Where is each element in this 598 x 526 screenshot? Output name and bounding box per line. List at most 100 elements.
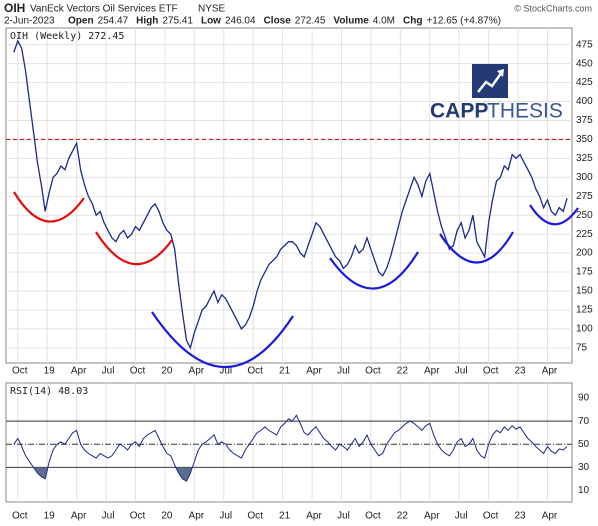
x-tick-label: 21 [279, 511, 291, 522]
blue-arc [529, 204, 579, 226]
field-value: +12.65 (+4.87%) [426, 16, 501, 27]
field-label: Low [201, 16, 221, 27]
x-tick-label: 20 [161, 366, 173, 377]
x-tick-label: Oct [365, 366, 381, 377]
security-name: VanEck Vectors Oil Services ETF [30, 4, 178, 15]
quote-fields: Open 254.47 High 275.41 Low 246.04 Close 272.45… [68, 16, 501, 27]
field-label: Close [264, 16, 292, 27]
y-tick-label: 375 [576, 115, 593, 126]
x-tick-label: Oct [483, 366, 499, 377]
y-tick-label: 30 [578, 462, 590, 473]
y-tick-label: 90 [578, 393, 590, 404]
x-tick-label: Oct [12, 511, 28, 522]
y-tick-label: 75 [576, 342, 588, 353]
x-tick-label: Apr [189, 511, 205, 522]
field-value: 275.41 [162, 16, 193, 27]
rsi-line [13, 414, 568, 482]
x-tick-label: Apr [189, 366, 205, 377]
x-tick-label: 19 [44, 366, 56, 377]
x-tick-label: Apr [306, 366, 322, 377]
x-tick-label: Apr [71, 511, 87, 522]
y-tick-label: 200 [576, 248, 593, 259]
y-tick-label: 50 [578, 439, 590, 450]
x-tick-label: Oct [247, 366, 263, 377]
logo: CAPP THESIS [430, 64, 563, 123]
x-tick-label: Jul [337, 511, 350, 522]
x-tick-label: Jul [102, 511, 115, 522]
y-tick-label: 400 [576, 96, 593, 107]
y-tick-label: 100 [576, 324, 593, 335]
y-tick-label: 350 [576, 134, 593, 145]
field-label: Open [68, 16, 94, 27]
y-tick-label: 225 [576, 229, 593, 240]
red-arc [13, 191, 85, 223]
logo-arrow [477, 71, 504, 93]
x-tick-label: Oct [365, 511, 381, 522]
field-label: Chg [403, 16, 422, 27]
x-tick-label: 22 [397, 366, 409, 377]
x-tick-label: Apr [542, 366, 558, 377]
x-tick-label: Jul [219, 366, 232, 377]
x-tick-label: Oct [247, 511, 263, 522]
y-tick-label: 325 [576, 153, 593, 164]
x-tick-label: 23 [514, 511, 526, 522]
date: 2-Jun-2023 [4, 16, 55, 27]
field-value: 4.0M [373, 16, 395, 27]
x-tick-label: Jul [455, 366, 468, 377]
logo-arrowhead [497, 69, 504, 77]
credit: © StockCharts.com [514, 3, 592, 13]
blue-arc [329, 251, 419, 290]
logo-text-light: THESIS [487, 100, 563, 123]
y-tick-label: 10 [578, 485, 590, 496]
y-tick-label: 150 [576, 286, 593, 297]
x-tick-label: 23 [514, 366, 526, 377]
price-panel [5, 27, 573, 364]
plot-layer: 75 100 125 150 175 200 225 250 275 300 325 350 375 40… [6, 28, 593, 522]
field-value: 246.04 [225, 16, 256, 27]
x-tick-label: 22 [397, 511, 409, 522]
y-tick-label: 250 [576, 210, 593, 221]
price-line [13, 39, 568, 350]
x-tick-label: Jul [455, 511, 468, 522]
y-tick-label: 70 [578, 416, 590, 427]
exchange: NYSE [198, 4, 226, 15]
x-tick-label: Oct [130, 511, 146, 522]
y-tick-label: 275 [576, 191, 593, 202]
blue-arc [439, 231, 514, 264]
x-tick-label: Jul [337, 366, 350, 377]
symbol: OIH [4, 1, 25, 15]
legend: OIH (Weekly) 272.45 [10, 31, 124, 42]
x-tick-label: Oct [130, 366, 146, 377]
blue-arc [151, 311, 294, 368]
field-label: Volume [333, 16, 369, 27]
x-tick-label: Oct [483, 511, 499, 522]
x-tick-label: 21 [279, 366, 291, 377]
red-arc [95, 231, 173, 266]
x-tick-label: Apr [424, 511, 440, 522]
x-tick-label: Apr [71, 366, 87, 377]
x-tick-label: Jul [219, 511, 232, 522]
field-value: 272.45 [295, 16, 326, 27]
x-tick-label: Apr [306, 511, 322, 522]
x-tick-label: Jul [102, 366, 115, 377]
x-tick-label: Apr [542, 511, 558, 522]
x-tick-label: 19 [44, 511, 56, 522]
y-tick-label: 300 [576, 172, 593, 183]
x-tick-label: 20 [161, 511, 173, 522]
field-value: 254.47 [98, 16, 129, 27]
y-tick-label: 125 [576, 305, 593, 316]
rsi-oversold-shade [13, 467, 568, 482]
logo-icon [472, 64, 508, 98]
y-tick-label: 425 [576, 77, 593, 88]
x-tick-label: Apr [424, 366, 440, 377]
x-tick-label: Oct [12, 366, 28, 377]
annotations [13, 191, 579, 368]
rsi-panel [5, 382, 573, 503]
logo-text-bold: CAPP [430, 100, 488, 123]
y-tick-label: 450 [576, 58, 593, 69]
field-label: High [136, 16, 158, 27]
y-tick-label: 175 [576, 267, 593, 278]
legend: RSI(14) 48.03 [10, 386, 88, 397]
